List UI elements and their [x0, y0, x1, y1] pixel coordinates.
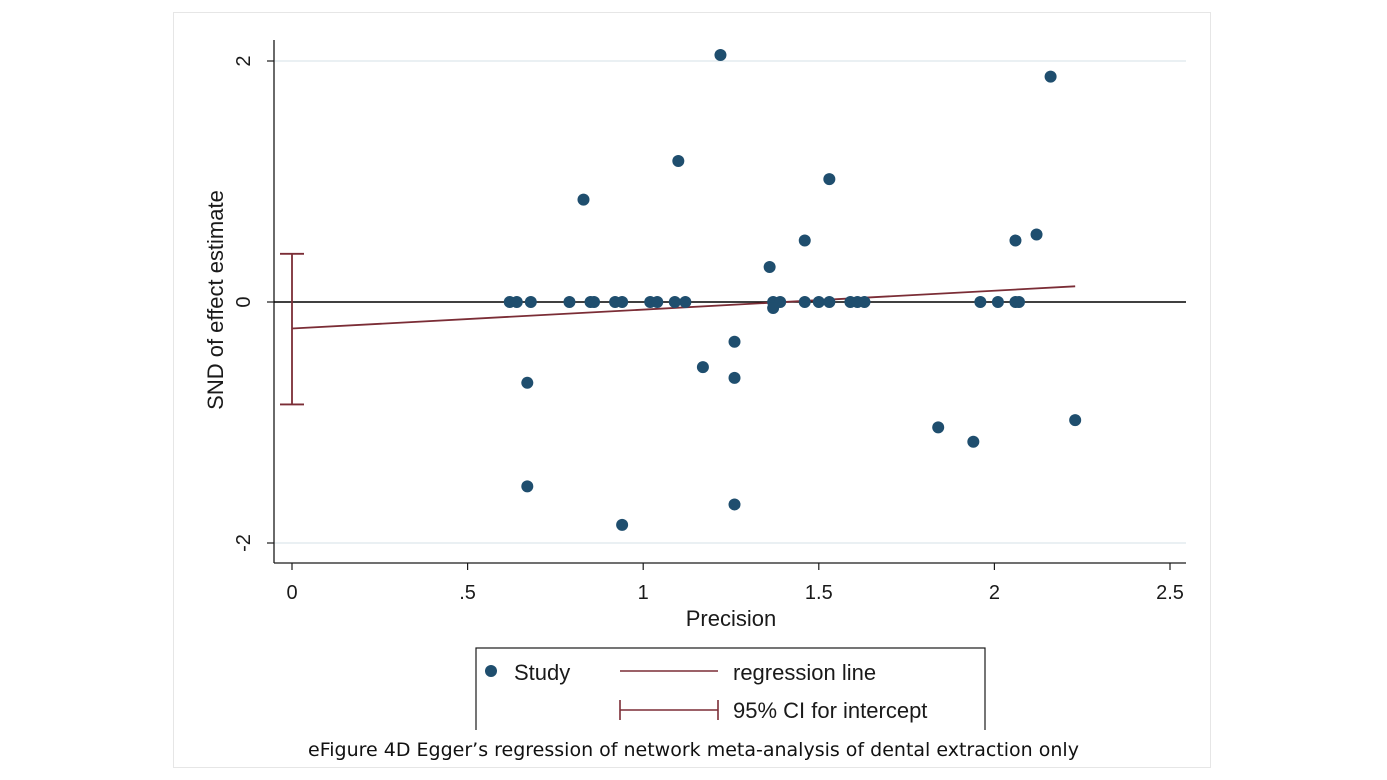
study-point	[858, 296, 871, 308]
legend-study-marker	[485, 665, 497, 677]
x-tick-label: 1	[638, 582, 649, 604]
figure-caption: eFigure 4D Egger’s regression of network…	[308, 739, 1079, 761]
study-point	[1069, 414, 1082, 427]
study-point	[588, 296, 601, 308]
y-tick-label: -2	[233, 534, 255, 552]
study-point	[728, 498, 741, 511]
gridlines	[274, 60, 1186, 544]
study-point	[1012, 296, 1025, 308]
x-tick-label: 2.5	[1156, 582, 1184, 604]
study-point	[823, 173, 836, 186]
x-tick-label: .5	[459, 582, 476, 604]
legend-box	[475, 647, 986, 730]
study-point	[932, 421, 945, 434]
study-point	[651, 296, 664, 308]
x-tick-label: 1.5	[805, 582, 833, 604]
study-point	[524, 296, 537, 308]
study-point	[798, 234, 811, 247]
study-point	[1009, 234, 1022, 247]
legend-regression-line-label: regression line	[733, 660, 876, 685]
y-axis-title: SND of effect estimate	[203, 190, 228, 410]
study-point	[521, 480, 534, 493]
study-point	[714, 48, 727, 61]
axes	[267, 40, 1186, 570]
study-point	[696, 361, 709, 374]
study-point	[668, 296, 681, 308]
legend-ci-label: 95% CI for intercept	[733, 698, 927, 723]
study-point	[728, 335, 741, 348]
study-point	[974, 296, 987, 308]
study-point	[812, 296, 825, 308]
study-point	[679, 296, 692, 308]
study-point	[1044, 70, 1057, 83]
legend: Study regression line 95% CI for interce…	[475, 647, 986, 730]
plot-series	[280, 48, 1082, 531]
x-tick-label: 0	[286, 582, 297, 604]
study-point	[798, 296, 811, 308]
egger-regression-chart: 0 .5 1 1.5 2 2.5 -2 0 2 Precision SND of effect …	[203, 40, 1186, 730]
figure-frame	[173, 12, 1211, 768]
study-point	[510, 296, 523, 308]
study-point	[991, 296, 1004, 308]
study-point	[763, 261, 776, 274]
study-point	[823, 296, 836, 308]
study-point	[672, 155, 685, 168]
study-point	[967, 435, 980, 448]
study-point	[616, 296, 629, 308]
y-tick-label: 0	[233, 296, 255, 307]
y-tick-label: 2	[233, 55, 255, 66]
study-point	[1030, 228, 1043, 241]
study-point	[767, 302, 780, 315]
study-point	[728, 371, 741, 384]
legend-study-label: Study	[514, 660, 570, 685]
legend-ci-marker	[619, 700, 719, 720]
tick-labels: 0 .5 1 1.5 2 2.5 -2 0 2	[233, 55, 1184, 604]
study-point	[577, 193, 590, 206]
study-point	[521, 376, 534, 389]
x-tick-label: 2	[989, 582, 1000, 604]
x-axis-title: Precision	[686, 606, 776, 631]
study-point	[563, 296, 576, 308]
ci-intercept-errorbar	[280, 252, 304, 406]
study-point	[616, 518, 629, 531]
